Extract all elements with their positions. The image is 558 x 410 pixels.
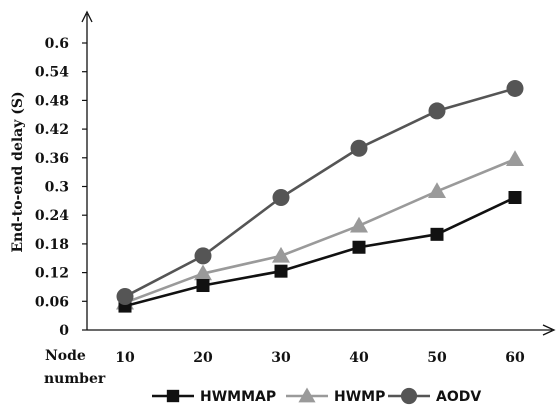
- triangle-marker: [194, 264, 212, 281]
- y-tick-label: 0: [59, 323, 69, 339]
- legend-circle-marker: [400, 387, 418, 405]
- legend-triangle-marker: [298, 387, 316, 403]
- y-tick-label: 0.06: [35, 294, 69, 310]
- y-axis-label: End-to-end delay (S): [10, 91, 26, 252]
- circle-marker: [350, 139, 368, 157]
- y-tick-label: 0.36: [35, 151, 69, 167]
- square-marker: [352, 240, 366, 254]
- x-axis-label-line-2: number: [44, 371, 106, 387]
- legend-label: HWMP: [334, 389, 385, 405]
- legend-item: HWMP: [286, 387, 385, 405]
- series-hwmmap: [118, 191, 522, 313]
- square-marker: [274, 264, 288, 278]
- square-marker: [430, 227, 444, 241]
- series-aodv: [116, 79, 524, 306]
- y-tick-label: 0.12: [35, 266, 69, 282]
- legend-item: HWMMAP: [152, 389, 276, 405]
- x-tick-label: 50: [427, 350, 447, 366]
- triangle-marker: [350, 216, 368, 233]
- triangle-marker: [272, 246, 290, 263]
- series-line: [124, 87, 516, 298]
- y-tick-label: 0.3: [45, 180, 69, 196]
- y-tick-label: 0.6: [45, 36, 69, 52]
- x-tick-label: 60: [505, 350, 525, 366]
- legend-item: AODV: [388, 387, 481, 405]
- series-line: [124, 158, 516, 304]
- circle-marker: [428, 102, 446, 120]
- legend-label: HWMMAP: [200, 389, 276, 405]
- y-tick-label: 0.18: [35, 237, 69, 253]
- series-line: [124, 196, 516, 308]
- x-tick-label: 40: [349, 350, 369, 366]
- y-tick-label: 0.54: [35, 65, 69, 81]
- circle-marker: [272, 189, 290, 207]
- square-marker: [508, 191, 522, 205]
- y-tick-label: 0.48: [35, 93, 69, 109]
- y-tick-label: 0.24: [35, 208, 69, 224]
- legend: HWMMAP HWMP AODV: [152, 387, 481, 405]
- x-tick-label: 30: [271, 350, 291, 366]
- y-tick-label: 0.42: [35, 122, 69, 138]
- legend-square-marker: [166, 389, 180, 403]
- y-axis-arrow: [81, 10, 93, 23]
- circle-marker: [506, 79, 524, 97]
- circle-marker: [116, 288, 134, 306]
- y-tick-labels: 0 0.06 0.12 0.18 0.24 0.3 0.36 0.42 0.48 0.54 0.6: [35, 36, 87, 339]
- triangle-marker: [428, 182, 446, 199]
- series-layer: [116, 79, 524, 313]
- x-tick-label: 10: [115, 350, 135, 366]
- square-marker: [196, 279, 210, 293]
- x-tick-label: 20: [193, 350, 213, 366]
- circle-marker: [194, 247, 212, 265]
- x-axis-label-line-1: Node: [45, 348, 86, 364]
- triangle-marker: [506, 150, 524, 166]
- x-tick-labels: 10 20 30 40 50 60: [115, 350, 525, 366]
- legend-label: AODV: [436, 389, 481, 405]
- x-axis-arrow: [542, 324, 556, 336]
